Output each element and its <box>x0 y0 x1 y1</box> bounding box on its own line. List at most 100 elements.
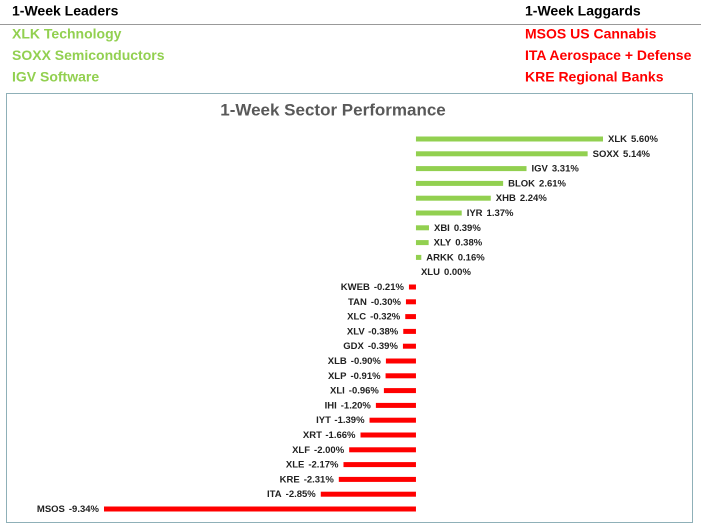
bar <box>408 284 416 290</box>
laggards-title: 1-Week Laggards <box>525 3 641 19</box>
data-label: XHB 2.24% <box>496 193 548 204</box>
bar <box>385 373 416 379</box>
leader-item: XLK Technology <box>12 26 122 42</box>
leader-item: IGV Software <box>12 69 99 85</box>
bar <box>338 476 416 482</box>
leader-item: SOXX Semiconductors <box>12 47 165 63</box>
label-value: -0.39% <box>368 341 399 352</box>
label-category: MSOS <box>37 504 65 515</box>
label-category: XLI <box>330 385 345 396</box>
label-value: -0.90% <box>351 356 382 367</box>
data-label: BLOK 2.61% <box>508 178 566 189</box>
bar <box>415 225 429 231</box>
data-label: XLC -0.32% <box>347 311 401 322</box>
bar <box>415 180 504 186</box>
bar <box>385 358 416 364</box>
label-value: -0.21% <box>374 282 405 293</box>
laggard-item: MSOS US Cannabis <box>525 26 657 42</box>
data-label: XBI 0.39% <box>434 222 481 233</box>
data-label: SOXX 5.14% <box>593 148 651 159</box>
label-category: XLK <box>608 134 627 145</box>
bar <box>405 299 416 305</box>
label-value: -9.34% <box>69 504 100 515</box>
label-value: 0.00% <box>444 267 471 278</box>
bar <box>320 491 416 497</box>
label-category: IYT <box>316 415 331 426</box>
bar <box>383 388 416 394</box>
label-value: 1.37% <box>487 208 514 219</box>
label-value: -2.00% <box>314 444 345 455</box>
label-category: IGV <box>532 163 549 174</box>
bar <box>415 240 429 246</box>
label-category: XLC <box>347 311 366 322</box>
data-label: XLF -2.00% <box>292 444 345 455</box>
label-category: ARKK <box>426 252 454 263</box>
bar <box>375 402 416 408</box>
data-label: XLY 0.38% <box>434 237 483 248</box>
label-category: XLY <box>434 237 452 248</box>
data-label: XRT -1.66% <box>303 430 356 441</box>
label-category: XLE <box>286 459 304 470</box>
data-label: KRE -2.31% <box>280 474 335 485</box>
label-value: 0.39% <box>454 222 481 233</box>
bar <box>415 166 527 172</box>
data-label: KWEB -0.21% <box>341 282 405 293</box>
bar <box>349 447 416 453</box>
data-label: IYT -1.39% <box>316 415 365 426</box>
label-category: XLU <box>421 267 440 278</box>
bar <box>415 254 422 260</box>
label-category: XLV <box>347 326 365 337</box>
label-category: GDX <box>343 341 364 352</box>
label-value: 0.16% <box>458 252 485 263</box>
data-label: XLV -0.38% <box>347 326 399 337</box>
label-category: XLP <box>328 370 347 381</box>
bar <box>402 343 416 349</box>
label-category: BLOK <box>508 178 535 189</box>
label-category: KRE <box>280 474 300 485</box>
bar <box>403 328 416 334</box>
label-value: -1.20% <box>341 400 372 411</box>
label-value: -0.30% <box>371 296 402 307</box>
label-category: XLF <box>292 444 310 455</box>
label-value: -0.32% <box>370 311 401 322</box>
label-value: 2.61% <box>539 178 566 189</box>
laggard-item: KRE Regional Banks <box>525 69 664 85</box>
data-label: IYR 1.37% <box>467 208 514 219</box>
data-label: IHI -1.20% <box>325 400 372 411</box>
chart-title: 1-Week Sector Performance <box>220 100 446 119</box>
bar <box>369 417 416 423</box>
label-value: 5.60% <box>631 134 658 145</box>
label-value: 3.31% <box>552 163 579 174</box>
label-value: 5.14% <box>623 148 650 159</box>
label-value: 2.24% <box>520 193 547 204</box>
data-label: ITA -2.85% <box>267 489 316 500</box>
bar <box>360 432 416 438</box>
label-category: IHI <box>325 400 337 411</box>
data-label: MSOS -9.34% <box>37 504 100 515</box>
label-category: XBI <box>434 222 450 233</box>
label-category: SOXX <box>593 148 620 159</box>
label-value: -0.38% <box>368 326 399 337</box>
laggard-item: ITA Aerospace + Defense <box>525 47 692 63</box>
data-label: XLB -0.90% <box>328 356 382 367</box>
label-value: -2.31% <box>304 474 335 485</box>
label-category: XLB <box>328 356 347 367</box>
label-category: XRT <box>303 430 322 441</box>
label-category: IYR <box>467 208 483 219</box>
data-label: ARKK 0.16% <box>426 252 485 263</box>
data-label: XLI -0.96% <box>330 385 379 396</box>
label-value: -0.96% <box>349 385 380 396</box>
label-category: TAN <box>348 296 367 307</box>
label-value: 0.38% <box>455 237 482 248</box>
label-category: XHB <box>496 193 516 204</box>
bar <box>104 506 416 512</box>
data-label: XLU 0.00% <box>421 267 471 278</box>
bar <box>415 136 603 142</box>
leaders-title: 1-Week Leaders <box>12 3 119 19</box>
data-label: GDX -0.39% <box>343 341 398 352</box>
bar <box>415 151 588 157</box>
chart-frame <box>6 93 693 523</box>
data-label: TAN -0.30% <box>348 296 401 307</box>
bar <box>343 462 416 468</box>
